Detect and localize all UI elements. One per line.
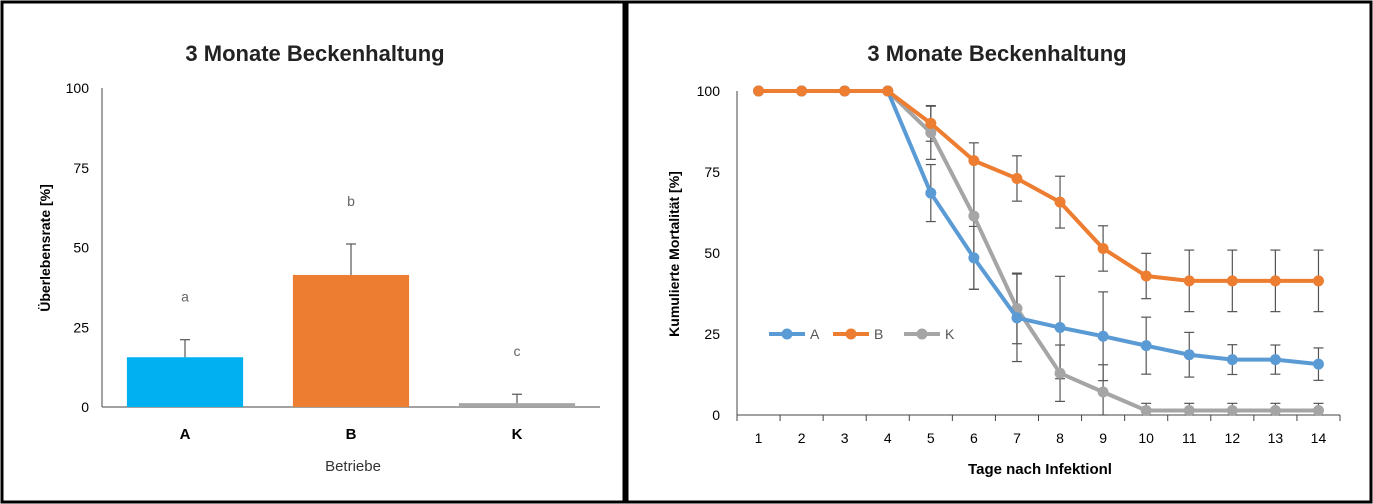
series-A-point — [1226, 354, 1238, 366]
line-x-tick-label: 10 — [1138, 430, 1154, 446]
bar-y-tick-label: 25 — [73, 319, 89, 335]
series-B-point — [1269, 275, 1281, 287]
series-B-point — [968, 155, 980, 167]
series-K-point — [1097, 386, 1109, 398]
bar-significance-label: b — [347, 193, 355, 209]
line-x-tick-label: 8 — [1056, 430, 1064, 446]
series-A-point — [968, 252, 980, 264]
series-A-point — [1269, 354, 1281, 366]
bar-category-label: A — [180, 426, 191, 443]
line-chart-x-axis-label: Tage nach Infektionl — [968, 461, 1112, 478]
series-A-point — [1054, 322, 1066, 334]
series-B-point — [1312, 275, 1324, 287]
series-B-point — [796, 85, 808, 97]
series-A-point — [1183, 349, 1195, 361]
series-K-point — [1269, 404, 1281, 416]
series-K-point — [925, 127, 937, 139]
series-B-point — [925, 117, 937, 129]
series-K-point — [1226, 404, 1238, 416]
line-chart: 3 Monate Beckenhaltung Kumulierte Mortal… — [666, 41, 1341, 478]
line-x-tick-label: 3 — [841, 430, 849, 446]
series-B-point — [1140, 270, 1152, 282]
line-x-tick-label: 1 — [755, 430, 763, 446]
legend-label-A: A — [810, 326, 820, 342]
series-A-point — [1011, 312, 1023, 324]
line-y-tick-label: 0 — [712, 407, 720, 423]
bar-chart: 3 Monate Beckenhaltung Überlebensrate [%… — [37, 41, 600, 475]
right-panel-frame — [625, 0, 1373, 504]
legend-label-B: B — [874, 326, 883, 342]
line-x-tick-label: 9 — [1099, 430, 1107, 446]
series-A-point — [1097, 330, 1109, 342]
bar-B — [292, 274, 410, 407]
series-A-point — [1140, 340, 1152, 352]
bar-category-label: B — [346, 426, 357, 443]
series-A-point — [925, 187, 937, 199]
bar-y-tick-label: 0 — [81, 399, 89, 415]
series-K-point — [1183, 404, 1195, 416]
bar-chart-title: 3 Monate Beckenhaltung — [185, 41, 444, 66]
series-B-point — [1183, 275, 1195, 287]
bar-A — [126, 357, 244, 407]
legend-marker-B — [845, 328, 857, 340]
series-B-line — [758, 89, 1319, 283]
bar-marks: 0 25 50 75 100 a Ab Bc K — [66, 80, 600, 443]
series-B-point — [1097, 242, 1109, 254]
line-x-tick-label: 13 — [1268, 430, 1284, 446]
line-x-tick-label: 6 — [970, 430, 978, 446]
line-x-tick-label: 4 — [884, 430, 892, 446]
line-x-tick-label: 7 — [1013, 430, 1021, 446]
legend-marker-K — [916, 328, 928, 340]
series-B-point — [882, 85, 894, 97]
series-B-point — [1226, 275, 1238, 287]
legend-label-K: K — [945, 326, 955, 342]
line-y-tick-label: 25 — [704, 326, 720, 342]
left-panel-frame — [0, 0, 626, 504]
bar-y-tick-label: 50 — [73, 240, 89, 256]
line-x-tick-label: 5 — [927, 430, 935, 446]
series-B-point — [1011, 172, 1023, 184]
line-y-tick-label: 75 — [704, 164, 720, 180]
line-x-tick-label: 2 — [798, 430, 806, 446]
bar-chart-y-axis-label: Überlebensrate [%] — [37, 184, 53, 312]
line-y-tick-label: 50 — [704, 245, 720, 261]
series-K-point — [1140, 404, 1152, 416]
bar-chart-x-axis-label: Betriebe — [325, 458, 381, 475]
series-K-point — [968, 210, 980, 222]
line-x-tick-label: 12 — [1225, 430, 1241, 446]
series-K-point — [1054, 367, 1066, 379]
bar-y-tick-label: 75 — [73, 160, 89, 176]
series-B-point — [753, 85, 765, 97]
series-A-point — [1312, 358, 1324, 370]
line-y-tick-label: 100 — [697, 83, 721, 99]
bar-category-label: K — [512, 426, 523, 443]
series-B-point — [1054, 196, 1066, 208]
bar-significance-label: a — [181, 289, 189, 305]
bar-y-tick-label: 100 — [66, 80, 90, 96]
line-x-tick-label: 14 — [1311, 430, 1327, 446]
line-chart-title: 3 Monate Beckenhaltung — [867, 41, 1126, 66]
bar-K — [458, 403, 576, 407]
legend-marker-A — [781, 328, 793, 340]
series-K-point — [1312, 404, 1324, 416]
series-B-point — [839, 85, 851, 97]
bar-significance-label: c — [514, 343, 521, 359]
line-chart-y-axis-label: Kumulierte Mortalität [%] — [666, 171, 682, 337]
line-x-tick-label: 11 — [1182, 430, 1197, 446]
